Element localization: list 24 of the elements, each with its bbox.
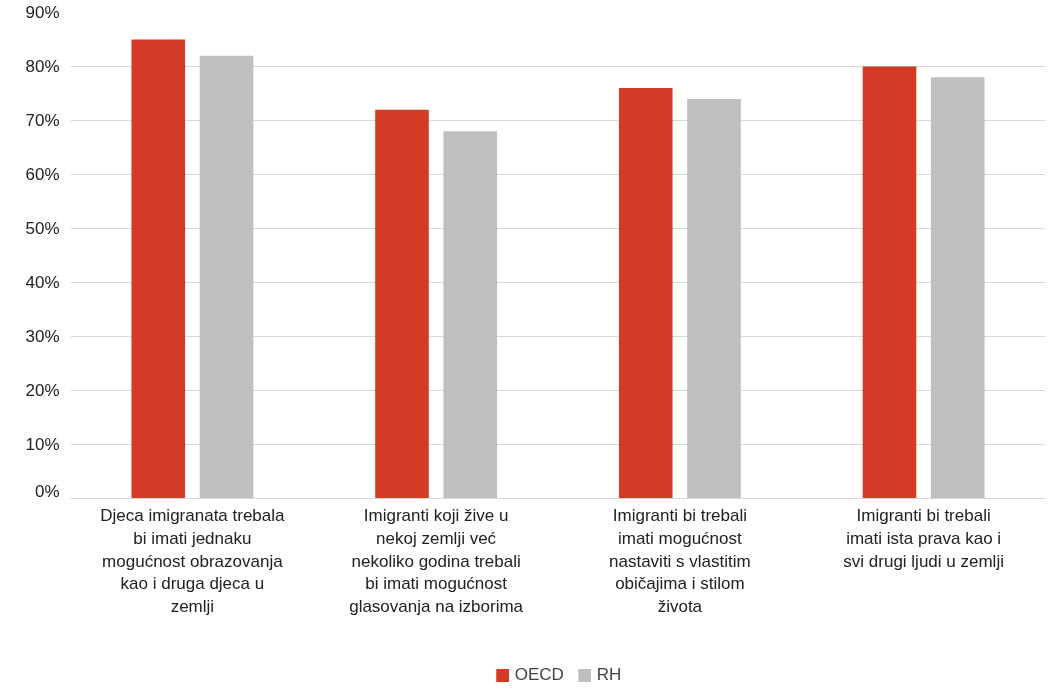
bar — [375, 109, 429, 499]
y-tick-label: 30% — [25, 327, 60, 346]
y-tick-label: 70% — [25, 111, 60, 130]
bar — [443, 131, 498, 499]
y-tick-label: 60% — [25, 165, 60, 184]
x-tick-label: Djeca imigranata trebala bi imati jednaku mogućnost obrazovanja kao i druga djeca u zemlji — [100, 506, 286, 617]
y-tick-label: 90% — [25, 3, 60, 22]
y-tick-label: 50% — [25, 219, 60, 238]
bar — [131, 39, 186, 499]
y-tick-label: 0% — [34, 481, 60, 501]
bar — [618, 88, 673, 499]
bar — [199, 55, 254, 499]
legend-label: RH — [596, 665, 622, 685]
legend-label: OECD — [514, 665, 564, 685]
x-tick-label: Imigranti bi trebali imati ista prava kao i svi drugi ljudi u zemlji — [843, 506, 1004, 571]
bar — [930, 77, 985, 499]
bar — [687, 98, 741, 499]
y-tick-label: 20% — [25, 381, 60, 400]
y-tick-label: 80% — [25, 57, 60, 76]
x-tick-label: Imigranti bi trebali imati mogućnost nastaviti s vlastitim običajima i stilom života — [609, 506, 751, 617]
bar — [862, 66, 917, 499]
y-tick-label: 40% — [25, 273, 60, 292]
x-tick-label: Imigranti koji žive u nekoj zemlji već nekoliko godina trebali bi imati mogućnost glasovanja na izborima — [349, 506, 524, 617]
y-tick-label: 10% — [25, 435, 60, 454]
